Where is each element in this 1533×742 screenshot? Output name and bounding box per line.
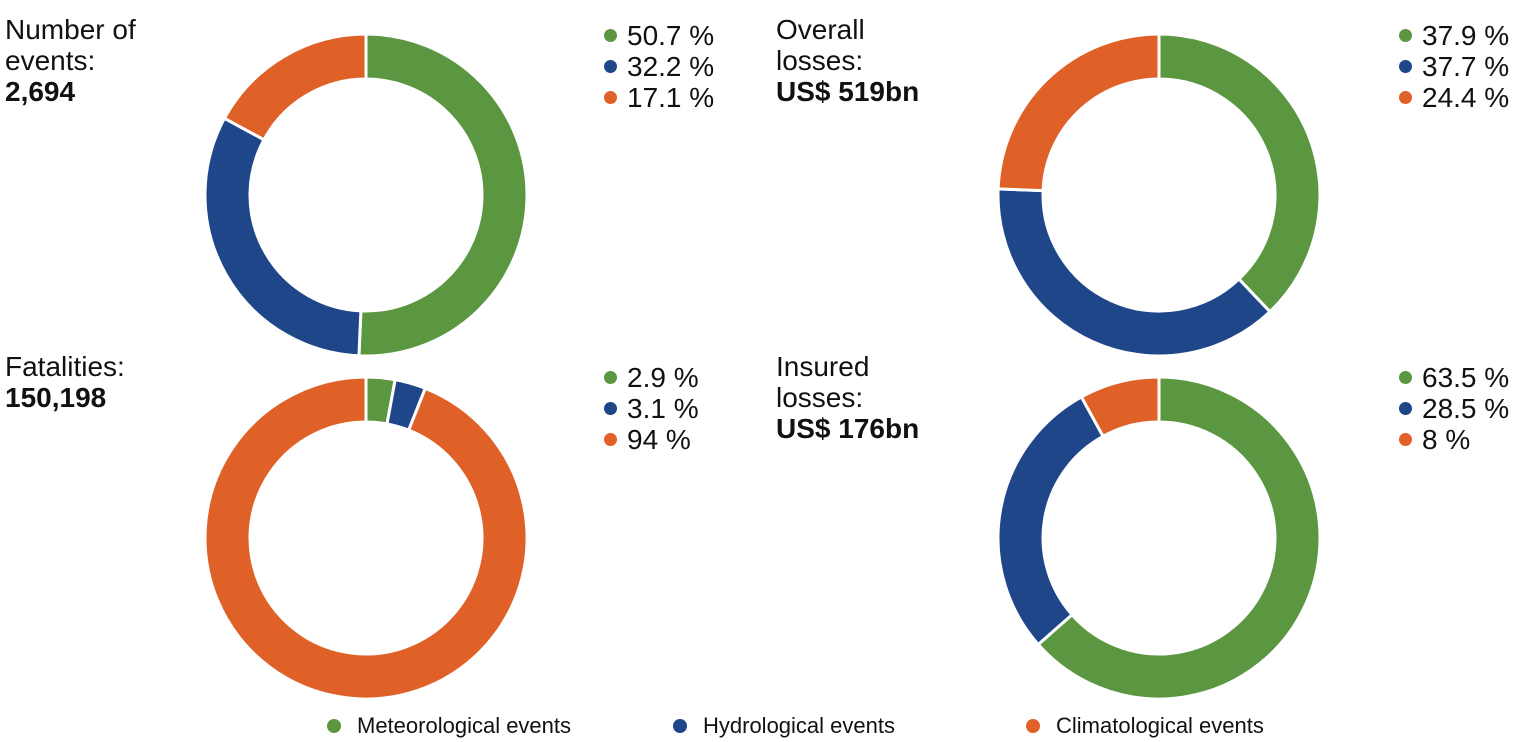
donut-chart bbox=[996, 32, 1322, 358]
legend-label: Climatological events bbox=[1056, 713, 1264, 738]
title-line: events: bbox=[5, 45, 96, 76]
data-label: 37.7 % bbox=[1422, 51, 1510, 82]
percent-row: 28.5 % bbox=[1399, 393, 1509, 424]
legend-dot-icon bbox=[673, 719, 687, 733]
legend-dot-icon bbox=[1399, 60, 1412, 73]
percent-row: 8 % bbox=[1399, 424, 1509, 455]
legend-dot-icon bbox=[604, 371, 617, 384]
donut-chart bbox=[203, 32, 529, 358]
legend-dot-icon bbox=[1399, 402, 1412, 415]
donut-segment-meteorological bbox=[357, 32, 529, 358]
legend-dot-icon bbox=[1399, 91, 1412, 104]
data-label: 17.1 % bbox=[627, 82, 715, 113]
data-label: 8 % bbox=[1422, 424, 1471, 455]
title-line: Insured bbox=[776, 351, 870, 382]
legend-dot-icon bbox=[604, 402, 617, 415]
percent-row: 17.1 % bbox=[604, 82, 714, 113]
legend: Meteorological events Hydrological events… bbox=[0, 713, 1533, 741]
legend-label: Meteorological events bbox=[357, 713, 572, 738]
donut-segment-hydrological bbox=[996, 187, 1273, 358]
percent-list: 2.9 % 3.1 % 94 % bbox=[604, 362, 699, 455]
data-label: 50.7 % bbox=[627, 20, 715, 51]
percent-list: 50.7 % 32.2 % 17.1 % bbox=[604, 20, 714, 113]
donut-segment-hydrological bbox=[996, 394, 1106, 647]
data-label: 28.5 % bbox=[1422, 393, 1510, 424]
donut-chart bbox=[996, 375, 1322, 701]
data-label: 24.4 % bbox=[1422, 82, 1510, 113]
percent-row: 3.1 % bbox=[604, 393, 699, 424]
percent-row: 50.7 % bbox=[604, 20, 714, 51]
legend-item: Meteorological events bbox=[327, 713, 571, 739]
data-label: 63.5 % bbox=[1422, 362, 1510, 393]
legend-item: Climatological events bbox=[1026, 713, 1264, 739]
title-line: losses: bbox=[776, 45, 864, 76]
legend-dot-icon bbox=[327, 719, 341, 733]
legend-dot-icon bbox=[1026, 719, 1040, 733]
donut-segment-meteorological bbox=[1036, 375, 1322, 701]
percent-row: 37.7 % bbox=[1399, 51, 1509, 82]
title-line: losses: bbox=[776, 382, 864, 413]
percent-list: 37.9 % 37.7 % 24.4 % bbox=[1399, 20, 1509, 113]
percent-row: 94 % bbox=[604, 424, 699, 455]
data-label: 2.9 % bbox=[627, 362, 699, 393]
percent-row: 2.9 % bbox=[604, 362, 699, 393]
chart-title: Insured losses: US$ 176bn bbox=[776, 351, 919, 444]
data-label: 37.9 % bbox=[1422, 20, 1510, 51]
percent-row: 37.9 % bbox=[1399, 20, 1509, 51]
donut-chart bbox=[203, 375, 529, 701]
chart-total: US$ 519bn bbox=[776, 76, 920, 107]
donut-segment-climatological bbox=[203, 375, 529, 701]
data-label: 94 % bbox=[627, 424, 691, 455]
data-label: 32.2 % bbox=[627, 51, 715, 82]
chart-title: Overall losses: US$ 519bn bbox=[776, 14, 919, 107]
chart-total: 150,198 bbox=[5, 382, 107, 413]
donut-segment-meteorological bbox=[1157, 32, 1322, 314]
donut-segment-climatological bbox=[1079, 375, 1161, 439]
legend-item: Hydrological events bbox=[673, 713, 895, 739]
percent-list: 63.5 % 28.5 % 8 % bbox=[1399, 362, 1509, 455]
title-line: Fatalities: bbox=[5, 351, 125, 382]
chart-total: US$ 176bn bbox=[776, 413, 920, 444]
data-label: 3.1 % bbox=[627, 393, 699, 424]
legend-dot-icon bbox=[604, 91, 617, 104]
chart-title: Number of events: 2,694 bbox=[5, 14, 136, 107]
legend-dot-icon bbox=[604, 433, 617, 446]
legend-dot-icon bbox=[604, 29, 617, 42]
percent-row: 63.5 % bbox=[1399, 362, 1509, 393]
donut-segment-hydrological bbox=[203, 116, 363, 358]
legend-dot-icon bbox=[1399, 371, 1412, 384]
title-line: Overall bbox=[776, 14, 865, 45]
legend-label: Hydrological events bbox=[703, 713, 895, 738]
percent-row: 32.2 % bbox=[604, 51, 714, 82]
percent-row: 24.4 % bbox=[1399, 82, 1509, 113]
legend-dot-icon bbox=[1399, 29, 1412, 42]
legend-dot-icon bbox=[1399, 433, 1412, 446]
chart-title: Fatalities: 150,198 bbox=[5, 351, 125, 413]
title-line: Number of bbox=[5, 14, 136, 45]
chart-total: 2,694 bbox=[5, 76, 76, 107]
legend-dot-icon bbox=[604, 60, 617, 73]
donut-segment-climatological bbox=[996, 32, 1161, 193]
donut-segment-climatological bbox=[222, 32, 368, 142]
